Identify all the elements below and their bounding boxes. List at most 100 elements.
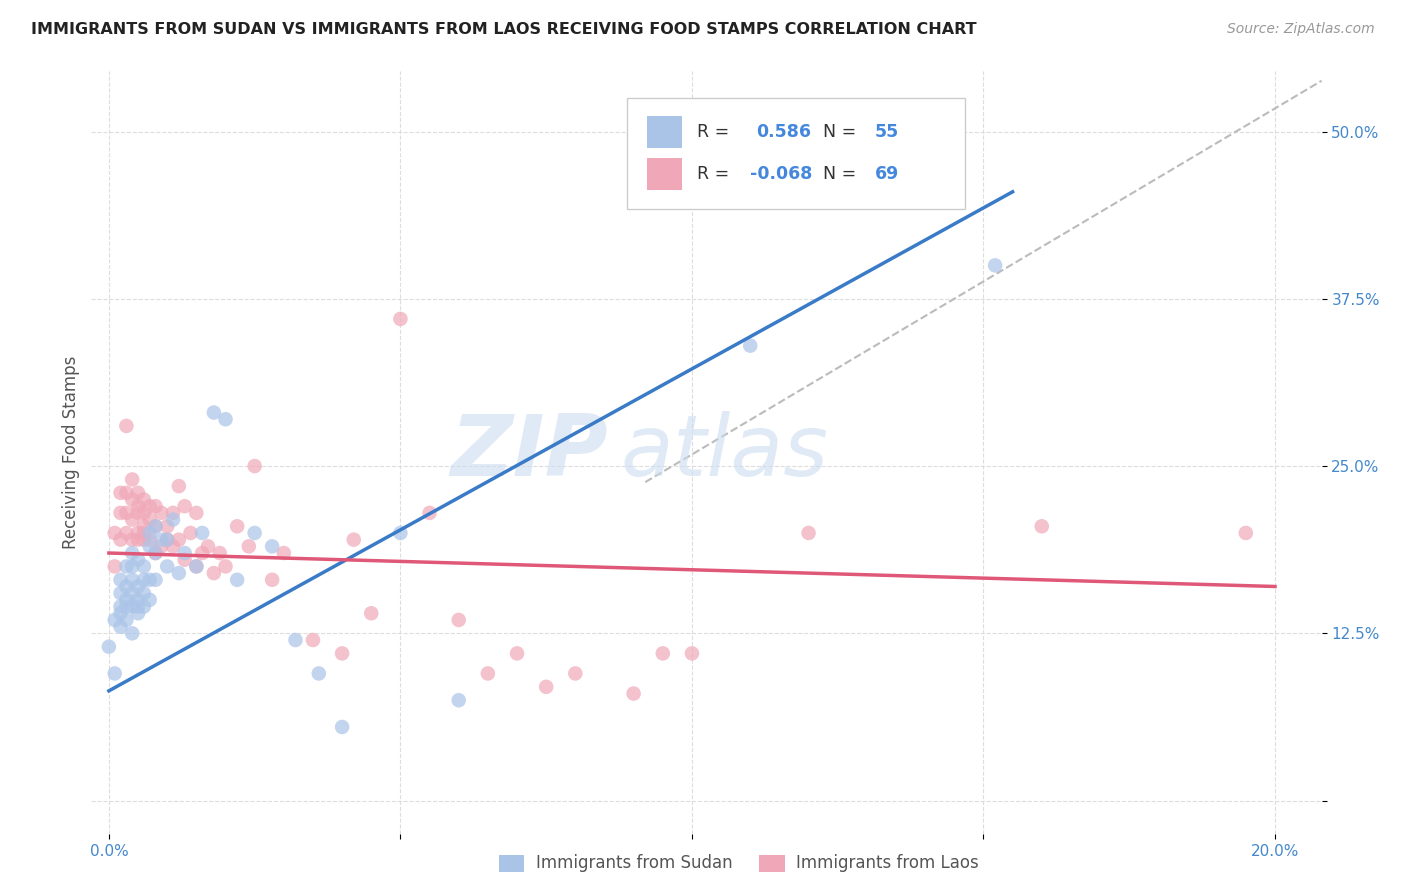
Point [243,526,266,541]
Point [186,559,208,574]
Point [138,539,160,553]
Point [104,613,127,627]
Point [145,546,167,560]
Point [797,526,820,541]
Point [186,506,208,520]
Point [150,539,173,553]
Point [110,619,132,633]
Point [226,519,249,533]
Point [167,566,190,581]
Point [115,613,138,627]
Text: N =: N = [824,165,862,184]
Point [104,526,127,541]
Point [150,506,173,520]
Point [984,259,1007,273]
Text: atlas: atlas [620,411,828,494]
Text: Immigrants from Laos: Immigrants from Laos [796,855,979,872]
Point [127,533,149,547]
Point [173,546,195,560]
Point [104,559,127,574]
Point [330,646,353,660]
Point [145,519,167,533]
Point [167,533,190,547]
Point [145,573,167,587]
Point [191,526,214,541]
Point [138,526,160,541]
Point [145,519,167,533]
Point [623,687,645,701]
Point [132,519,155,533]
Point [132,533,155,547]
Point [214,559,236,574]
Point [262,573,284,587]
Point [104,666,127,681]
Point [121,473,143,487]
Point [127,485,149,500]
Point [419,506,441,520]
Point [132,559,155,574]
Point [115,580,138,594]
Bar [647,158,682,190]
Text: 55: 55 [875,123,900,141]
Point [138,533,160,547]
Point [447,613,470,627]
Point [162,506,184,520]
Text: -0.068: -0.068 [749,165,811,184]
Point [115,592,138,607]
Point [330,720,353,734]
Point [121,559,143,574]
Y-axis label: Receiving Food Stamps: Receiving Food Stamps [62,356,80,549]
Point [186,559,208,574]
Point [110,485,132,500]
Point [110,533,132,547]
Point [132,506,155,520]
Text: Immigrants from Sudan: Immigrants from Sudan [536,855,733,872]
Point [138,500,160,514]
Point [651,646,673,660]
Point [162,539,184,553]
Point [115,506,138,520]
FancyBboxPatch shape [627,98,965,209]
Point [115,419,138,434]
Point [115,559,138,574]
Point [202,566,225,581]
Point [156,533,179,547]
Point [145,500,167,514]
Text: 69: 69 [875,165,900,184]
Point [127,607,149,621]
Point [127,506,149,520]
Point [389,312,412,326]
Point [156,519,179,533]
Point [191,546,214,560]
Point [138,592,160,607]
Bar [647,116,682,148]
Point [389,526,412,541]
Point [127,552,149,567]
Point [167,479,190,493]
Point [1031,519,1053,533]
Point [262,539,284,553]
Point [121,533,143,547]
Point [214,412,236,426]
Point [145,546,167,560]
Point [197,539,219,553]
Point [110,506,132,520]
Point [360,607,382,621]
Point [1234,526,1257,541]
Point [127,526,149,541]
Text: IMMIGRANTS FROM SUDAN VS IMMIGRANTS FROM LAOS RECEIVING FOOD STAMPS CORRELATION : IMMIGRANTS FROM SUDAN VS IMMIGRANTS FROM… [31,22,977,37]
Point [121,546,143,560]
Point [564,666,586,681]
Point [243,459,266,474]
Point [115,485,138,500]
Text: R =: R = [696,165,734,184]
Point [132,586,155,600]
Point [110,607,132,621]
Point [138,573,160,587]
Point [226,573,249,587]
Point [121,512,143,526]
Point [273,546,295,560]
Point [132,526,155,541]
Point [238,539,260,553]
Point [284,633,307,648]
